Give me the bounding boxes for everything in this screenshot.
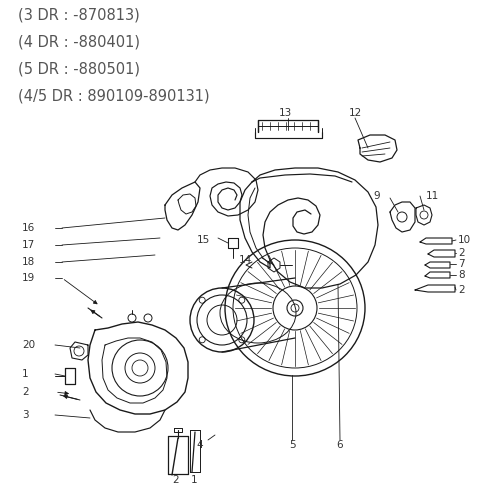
Text: 5: 5 [288, 440, 295, 450]
Text: 13: 13 [278, 108, 292, 118]
Text: 10: 10 [458, 235, 471, 245]
Text: (4/5 DR : 890109-890131): (4/5 DR : 890109-890131) [18, 89, 210, 104]
Text: 9: 9 [373, 191, 380, 201]
Text: (4 DR : -880401): (4 DR : -880401) [18, 35, 140, 50]
Text: 1: 1 [191, 475, 197, 485]
Text: 17: 17 [22, 240, 35, 250]
Text: 18: 18 [22, 257, 35, 267]
Text: 2: 2 [458, 285, 465, 295]
Text: 7: 7 [458, 259, 465, 269]
Text: 16: 16 [22, 223, 35, 233]
Text: 12: 12 [348, 108, 361, 118]
Text: 15: 15 [197, 235, 210, 245]
Text: 2: 2 [458, 248, 465, 258]
Text: 1: 1 [22, 369, 29, 379]
Text: 8: 8 [458, 270, 465, 280]
Text: 20: 20 [22, 340, 35, 350]
Text: (5 DR : -880501): (5 DR : -880501) [18, 62, 140, 77]
Text: 3: 3 [22, 410, 29, 420]
Text: 2: 2 [173, 475, 180, 485]
Text: 11: 11 [426, 191, 439, 201]
Text: (3 DR : -870813): (3 DR : -870813) [18, 8, 140, 23]
Text: 2: 2 [22, 387, 29, 397]
Text: 4: 4 [197, 440, 204, 450]
Text: 6: 6 [336, 440, 343, 450]
Text: 14: 14 [239, 255, 252, 265]
Text: 19: 19 [22, 273, 35, 283]
